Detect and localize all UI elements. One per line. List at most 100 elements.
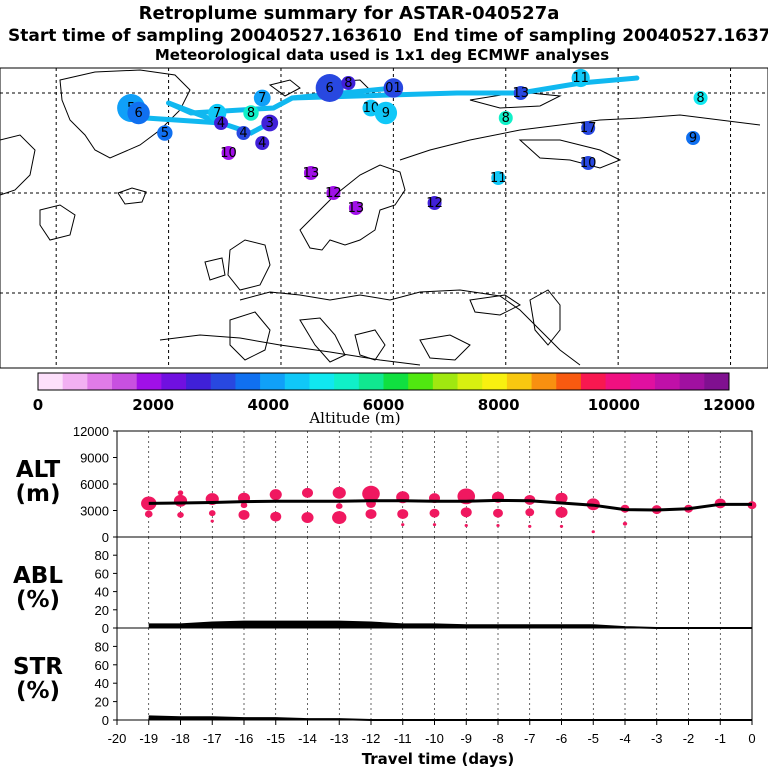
colorbar-swatch: [482, 373, 508, 390]
trajectory-point: [236, 126, 251, 140]
trajectory-point-label: 7: [258, 91, 266, 106]
colorbar-swatch: [112, 373, 138, 390]
trajectory-point: [686, 131, 701, 145]
start-time-label: Start time of sampling 20040527.163610: [8, 26, 402, 46]
colorbar-swatch: [704, 373, 730, 390]
x-tick-label: -11: [394, 731, 412, 746]
alt-cluster-point: [460, 507, 472, 518]
colorbar-swatch: [284, 373, 310, 390]
colorbar-tick-label: 4000: [247, 396, 289, 414]
alt-cluster-point: [177, 511, 184, 518]
x-tick-label: 0: [748, 731, 755, 746]
trajectory-point-label: 13: [303, 166, 320, 181]
panel-label: STR: [13, 654, 63, 680]
trajectory-point-label: 17: [580, 121, 597, 136]
coastline: [227, 239, 271, 291]
trajectory-point: [255, 136, 270, 150]
alt-cluster-point: [559, 524, 564, 528]
alt-cluster-point: [493, 508, 503, 518]
y-tick-label: 80: [95, 548, 109, 563]
trajectory-line: [166, 100, 273, 136]
y-tick-label: 60: [95, 566, 109, 581]
coastline: [354, 329, 386, 361]
y-tick-label: 20: [95, 603, 109, 618]
alt-cluster-point: [240, 502, 248, 509]
trajectory-point: [261, 114, 279, 132]
trajectory-point: [581, 156, 596, 170]
colorbar-tick-label: 10000: [588, 396, 640, 414]
trajectory-point-label: 4: [217, 116, 225, 131]
panel-unit: (%): [16, 678, 60, 704]
trajectory-point-label: 4: [239, 126, 247, 141]
panel-label: ALT: [16, 457, 61, 483]
colorbar-swatch: [408, 373, 434, 390]
trajectory-point: [348, 201, 363, 215]
x-tick-label: -10: [425, 731, 444, 746]
colorbar-swatch: [260, 373, 286, 390]
trajectory-point-label: 5: [161, 126, 169, 141]
alt-cluster-point: [397, 509, 409, 519]
trajectory-point-label: 8: [502, 111, 510, 126]
x-tick-label: -19: [139, 731, 158, 746]
colorbar-swatch: [506, 373, 533, 390]
coastline: [518, 139, 622, 169]
colorbar-swatch: [87, 373, 113, 390]
trajectory-point: [127, 101, 150, 125]
coastline: [299, 317, 346, 363]
trajectory-point-label: 7: [213, 106, 221, 121]
coastline: [159, 334, 421, 366]
trajectory-point-label: 13: [512, 86, 529, 101]
trajectory-point-label: 8: [696, 91, 704, 106]
colorbar-swatch: [432, 373, 459, 390]
alt-cluster-point: [270, 511, 282, 522]
trajectory-point-label: 10: [580, 156, 597, 171]
coastline: [117, 187, 147, 205]
coastline: [239, 289, 581, 366]
colorbar-swatch: [161, 373, 187, 390]
alt-cluster-point: [525, 508, 535, 517]
alt-cluster-point: [332, 486, 346, 499]
alt-cluster-point: [622, 521, 628, 526]
coastline: [299, 164, 406, 251]
trajectory-point: [513, 86, 528, 100]
trajectory-point-label: 13: [348, 201, 365, 216]
alt-cluster-point: [464, 524, 468, 528]
trajectory-point-label: 11: [572, 71, 589, 86]
trajectory-point-label: 6: [326, 81, 334, 96]
x-tick-label: -1: [714, 731, 726, 746]
colorbar-swatch: [630, 373, 656, 390]
y-tick-label: 3000: [80, 504, 109, 519]
coastline: [419, 334, 471, 361]
x-tick-label: -14: [298, 731, 317, 746]
alt-cluster-point: [210, 519, 214, 523]
trajectory-point-label: 4: [258, 136, 266, 151]
colorbar-swatch: [136, 373, 162, 390]
colorbar-swatch: [605, 373, 631, 390]
trajectory-points: 6017567810943544101312131211109178811813: [117, 68, 708, 216]
x-axis-title: Travel time (days): [362, 750, 515, 768]
y-tick-label: 0: [102, 621, 109, 636]
panel-unit: (%): [16, 587, 60, 613]
alt-cluster-point: [173, 494, 188, 507]
coastline: [229, 311, 271, 361]
colorbar-swatch: [235, 373, 261, 390]
colorbar-swatch: [654, 373, 681, 390]
colorbar-swatch: [186, 373, 212, 390]
alt-cluster-point: [208, 510, 216, 517]
trajectory-point: [571, 68, 590, 88]
coastline: [39, 204, 76, 241]
panel-label: ABL: [13, 563, 63, 589]
trajectory-point: [498, 111, 513, 125]
coastline: [399, 114, 761, 161]
altitude-colorbar: 0 2000 4000 6000 8000 10000 12000: [33, 372, 755, 414]
trajectory-point: [253, 89, 271, 107]
alt-cluster-point: [591, 530, 595, 534]
y-tick-label: 9000: [80, 451, 109, 466]
x-tick-label: -2: [683, 731, 695, 746]
x-tick-label: -7: [524, 731, 536, 746]
alt-cluster-point: [332, 511, 347, 525]
colorbar-swatch: [531, 373, 557, 390]
trajectory-point: [326, 186, 341, 200]
alt-cluster-point: [365, 509, 377, 519]
